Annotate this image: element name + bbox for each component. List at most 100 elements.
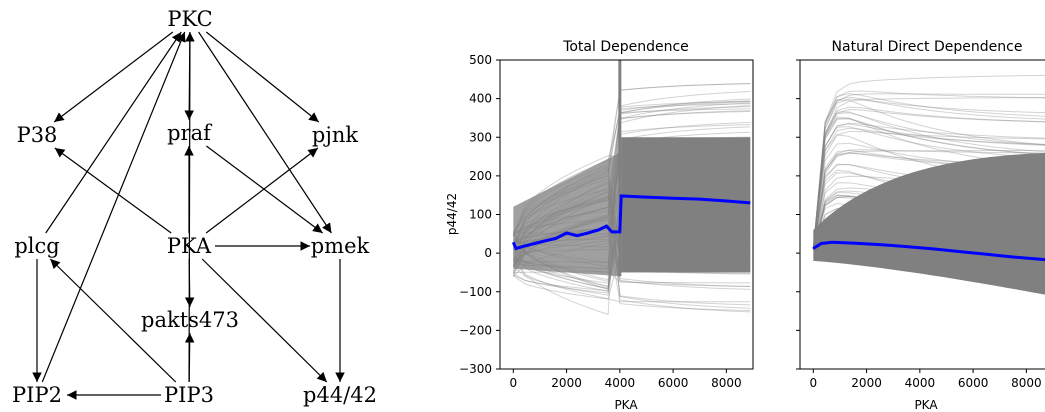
node-pakts473: pakts473: [141, 308, 239, 332]
sample-line: [812, 163, 1045, 250]
node-pka: PKA: [167, 234, 212, 258]
sample-line: [812, 230, 1045, 252]
sample-line: [812, 149, 1045, 250]
x-tick-label: 6000: [958, 376, 989, 390]
sample-line: [513, 271, 751, 284]
sample-line: [812, 116, 1045, 250]
edge-pka-pjnk: [205, 147, 319, 234]
sample-line: [813, 248, 1045, 280]
sample-line: [812, 134, 1045, 250]
x-tick-label: 6000: [658, 376, 689, 390]
sample-line: [812, 195, 1045, 250]
dense-band: [513, 152, 620, 277]
sample-line: [812, 152, 1045, 250]
sample-line: [812, 106, 1045, 250]
sample-line: [512, 155, 751, 235]
sample-line: [513, 275, 751, 303]
background-lines: [812, 74, 1045, 295]
sample-line: [513, 191, 751, 292]
sample-line: [812, 96, 1045, 250]
sample-line: [813, 245, 1045, 265]
sample-line: [813, 245, 1045, 250]
y-tick-label: −200: [459, 323, 492, 337]
sample-line: [812, 229, 1045, 255]
sample-line: [812, 112, 1045, 250]
y-axis-label: p44/42: [445, 193, 459, 235]
sample-line: [812, 74, 1045, 250]
y-tick-label: −100: [459, 285, 492, 299]
y-tick-label: 100: [469, 208, 492, 222]
sample-line: [512, 186, 751, 296]
mean-line: [812, 240, 1045, 262]
sample-line: [512, 102, 751, 290]
node-p4442: p44/42: [303, 383, 377, 407]
sample-line: [812, 208, 1045, 250]
node-pip3: PIP3: [164, 383, 214, 407]
y-tick-label: 300: [469, 130, 492, 144]
sample-line: [812, 192, 1045, 250]
x-tick-label: 0: [809, 376, 817, 390]
panel-natural-direct-dependence: Natural Direct Dependence 0 2000 4000 6000 8…: [796, 39, 1045, 412]
sample-line: [812, 127, 1045, 250]
edge-pka-p38: [54, 147, 172, 234]
dense-band: [621, 137, 751, 273]
sample-line: [812, 172, 1045, 250]
sample-line: [812, 248, 1045, 262]
node-pip2: PIP2: [12, 383, 62, 407]
dense-band: [813, 152, 1045, 295]
sample-line: [812, 108, 1045, 250]
sample-line: [812, 182, 1045, 250]
sample-line: [512, 223, 751, 284]
sample-line: [812, 99, 1045, 250]
sample-line: [812, 194, 1045, 250]
sample-line: [812, 117, 1045, 250]
sample-line: [813, 248, 1045, 271]
y-tick-label: 500: [469, 53, 492, 67]
graph-nodes: PKC P38 praf pjnk plcg PKA pmek pakts473…: [12, 7, 377, 407]
edge-pip3-plcg: [49, 258, 177, 383]
x-axis: 0 2000 4000 6000 8000: [809, 369, 1042, 390]
sample-line: [812, 123, 1045, 250]
node-pjnk: pjnk: [312, 123, 358, 147]
sample-line: [812, 93, 1045, 250]
chart-title: Natural Direct Dependence: [832, 39, 1023, 55]
node-plcg: plcg: [14, 234, 59, 258]
panel-total-dependence: Total Dependence 0 2000 4000 6000 8000 −300−…: [445, 39, 754, 412]
sample-line: [812, 208, 1045, 250]
sample-line: [812, 175, 1045, 250]
sample-line: [812, 187, 1045, 250]
sample-line: [813, 247, 1045, 265]
node-praf: praf: [167, 121, 213, 145]
x-tick-label: 4000: [605, 376, 636, 390]
sample-line: [812, 126, 1045, 250]
edge-pip2-pkc: [41, 31, 186, 383]
y-tick-label: 400: [469, 92, 492, 106]
sample-line: [812, 142, 1045, 250]
sample-line: [812, 212, 1045, 250]
sample-line: [812, 131, 1045, 250]
sample-line: [812, 98, 1045, 250]
sample-line: [812, 169, 1045, 250]
y-tick-label: 200: [469, 169, 492, 183]
x-tick-label: 8000: [711, 376, 742, 390]
sample-line: [812, 194, 1045, 250]
edge-praf-pmek: [206, 145, 323, 234]
sample-line: [812, 195, 1045, 250]
x-tick-label: 4000: [905, 376, 936, 390]
edge-pip3-pkc: [185, 31, 195, 383]
sample-line: [812, 149, 1045, 250]
background-lines: [512, 60, 751, 316]
x-axis-label: PKA: [614, 398, 638, 412]
sample-line: [812, 111, 1045, 250]
causal-graph: PKC P38 praf pjnk plcg PKA pmek pakts473…: [12, 7, 377, 407]
edge-pkc-pjnk: [205, 31, 320, 123]
edge-pkc-p38: [53, 31, 174, 123]
y-axis: [796, 59, 800, 370]
sample-line: [812, 149, 1045, 250]
chart-title: Total Dependence: [562, 39, 689, 55]
sample-line: [812, 118, 1045, 250]
edge-pkc-pmek: [198, 31, 332, 234]
y-tick-label: −300: [459, 362, 492, 376]
x-tick-label: 8000: [1011, 376, 1042, 390]
